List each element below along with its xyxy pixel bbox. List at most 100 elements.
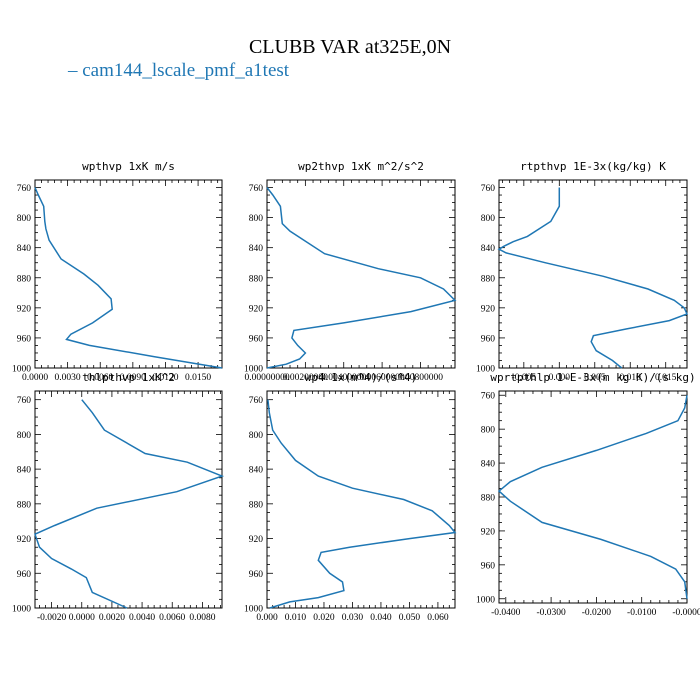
x-tick-label: 0.00000000 xyxy=(244,373,289,383)
plot-frame xyxy=(34,390,223,609)
x-tick-label: 0.00200000 xyxy=(283,373,328,383)
plot-frame xyxy=(498,390,688,604)
y-tick-label: 880 xyxy=(481,274,496,284)
y-tick-label: 800 xyxy=(17,214,32,224)
page-title: CLUBB VAR at325E,0N xyxy=(248,36,452,58)
x-tick-label: -0.0000 xyxy=(672,608,700,618)
y-tick-label: 800 xyxy=(17,431,32,441)
x-tick-label: 0.000 xyxy=(549,373,571,383)
x-tick-label: 0.050 xyxy=(399,613,421,623)
y-tick-label: 840 xyxy=(481,244,496,254)
x-tick-label: 0.0030 xyxy=(55,373,81,383)
panel-2: wp2thvp 1xK m^2/s^2 760 800 840 880 920 960 100… xyxy=(244,160,457,383)
y-tick-label: 960 xyxy=(17,570,32,580)
panel-title: wprtpthlp 1-E-3x(m kg K)/(s kg) xyxy=(490,371,695,384)
panel-title: wpthvp 1xK m/s xyxy=(82,160,175,173)
y-tick-label: 800 xyxy=(249,214,264,224)
y-tick-label: 920 xyxy=(17,535,32,545)
y-tick-label: 800 xyxy=(249,431,264,441)
y-tick-label: 920 xyxy=(17,304,32,314)
y-tick-label: 920 xyxy=(249,535,264,545)
plot-frame xyxy=(34,179,223,369)
x-tick-label: 0.00800000 xyxy=(398,373,443,383)
x-tick-label: 0.0060 xyxy=(87,373,113,383)
y-tick-label: 840 xyxy=(481,460,496,470)
x-tick-label: 0.0120 xyxy=(152,373,178,383)
y-tick-label: 880 xyxy=(249,274,264,284)
y-tick-label: 840 xyxy=(249,466,264,476)
x-tick-label: 0.015 xyxy=(655,373,677,383)
plot-frame xyxy=(266,179,456,369)
y-tick-label: 880 xyxy=(17,500,32,510)
x-tick-label: 0.000 xyxy=(256,613,278,623)
plot-frame xyxy=(498,179,688,369)
x-tick-label: -0.0400 xyxy=(491,608,521,618)
x-tick-label: 0.0020 xyxy=(99,613,125,623)
panel-title: wp2thvp 1xK m^2/s^2 xyxy=(298,160,424,173)
x-tick-label: 0.010 xyxy=(285,613,307,623)
series-line xyxy=(34,187,223,369)
panel-6: wprtpthlp 1-E-3x(m kg K)/(s kg) 760 800 840… xyxy=(476,371,700,618)
x-tick-label: -0.0200 xyxy=(582,608,612,618)
x-tick-label: -0.0300 xyxy=(536,608,566,618)
y-tick-label: 960 xyxy=(481,334,496,344)
x-tick-label: 0.0060 xyxy=(159,613,185,623)
y-tick-label: 840 xyxy=(249,244,264,254)
series-line xyxy=(267,399,457,609)
y-tick-label: 1000 xyxy=(476,595,495,605)
y-tick-label: 920 xyxy=(481,304,496,314)
series-line xyxy=(497,187,689,369)
panel-3: rtpthvp 1E-3x(kg/kg) K 760 800 840 880 920 960… xyxy=(476,160,689,383)
y-tick-label: 880 xyxy=(481,494,496,504)
y-tick-label: 880 xyxy=(249,500,264,510)
y-tick-label: 800 xyxy=(481,214,496,224)
series-line xyxy=(34,399,225,609)
x-tick-label: 0.0150 xyxy=(185,373,211,383)
x-tick-label: 0.060 xyxy=(427,613,449,623)
y-tick-label: 840 xyxy=(17,466,32,476)
x-tick-label: 0.005 xyxy=(584,373,606,383)
x-tick-label: -0.0100 xyxy=(627,608,657,618)
x-tick-label: 0.020 xyxy=(313,613,335,623)
x-tick-label: 0.0080 xyxy=(189,613,215,623)
panel-title: rtpthvp 1E-3x(kg/kg) K xyxy=(520,160,666,173)
y-tick-label: 840 xyxy=(17,244,32,254)
y-tick-label: 760 xyxy=(249,184,264,194)
x-tick-label: -0.005 xyxy=(512,373,537,383)
y-tick-label: 960 xyxy=(17,334,32,344)
x-tick-label: 0.0000 xyxy=(69,613,95,623)
x-tick-label: 0.00600000 xyxy=(360,373,405,383)
y-tick-label: 960 xyxy=(249,570,264,580)
x-tick-label: 0.00400000 xyxy=(321,373,366,383)
panel-1: wpthvp 1xK m/s76080084088092096010000.00… xyxy=(12,160,223,383)
panel-4: thlpthvp 1xK^2 760 800 840 880 920 960 1000 -0.0… xyxy=(12,371,225,623)
y-tick-label: 1000 xyxy=(12,605,31,615)
y-tick-label: 760 xyxy=(17,184,32,194)
x-tick-label: 0.0090 xyxy=(120,373,146,383)
x-tick-label: 0.040 xyxy=(370,613,392,623)
legend-line-icon: – xyxy=(68,60,78,81)
y-tick-label: 880 xyxy=(17,274,32,284)
x-tick-label: 0.0000 xyxy=(22,373,48,383)
legend: – cam144_lscale_pmf_a1test xyxy=(68,60,289,82)
series-line xyxy=(266,187,457,369)
y-tick-label: 920 xyxy=(249,304,264,314)
x-tick-label: -0.0020 xyxy=(37,613,67,623)
y-tick-label: 760 xyxy=(481,184,496,194)
y-tick-label: 760 xyxy=(249,396,264,406)
y-tick-label: 800 xyxy=(481,426,496,436)
legend-series-name: cam144_lscale_pmf_a1test xyxy=(82,60,290,81)
y-tick-label: 1000 xyxy=(244,365,263,375)
panel-title: thlpthvp 1xK^2 xyxy=(82,371,175,384)
y-tick-label: 760 xyxy=(17,396,32,406)
y-tick-label: 960 xyxy=(249,334,264,344)
plot-frame xyxy=(266,390,456,609)
series-line xyxy=(497,395,688,599)
y-tick-label: 920 xyxy=(481,527,496,537)
x-tick-label: 0.0040 xyxy=(129,613,155,623)
y-tick-label: 760 xyxy=(481,392,496,402)
x-tick-label: 0.030 xyxy=(342,613,364,623)
x-tick-label: 0.010 xyxy=(620,373,642,383)
y-tick-label: 1000 xyxy=(476,365,495,375)
